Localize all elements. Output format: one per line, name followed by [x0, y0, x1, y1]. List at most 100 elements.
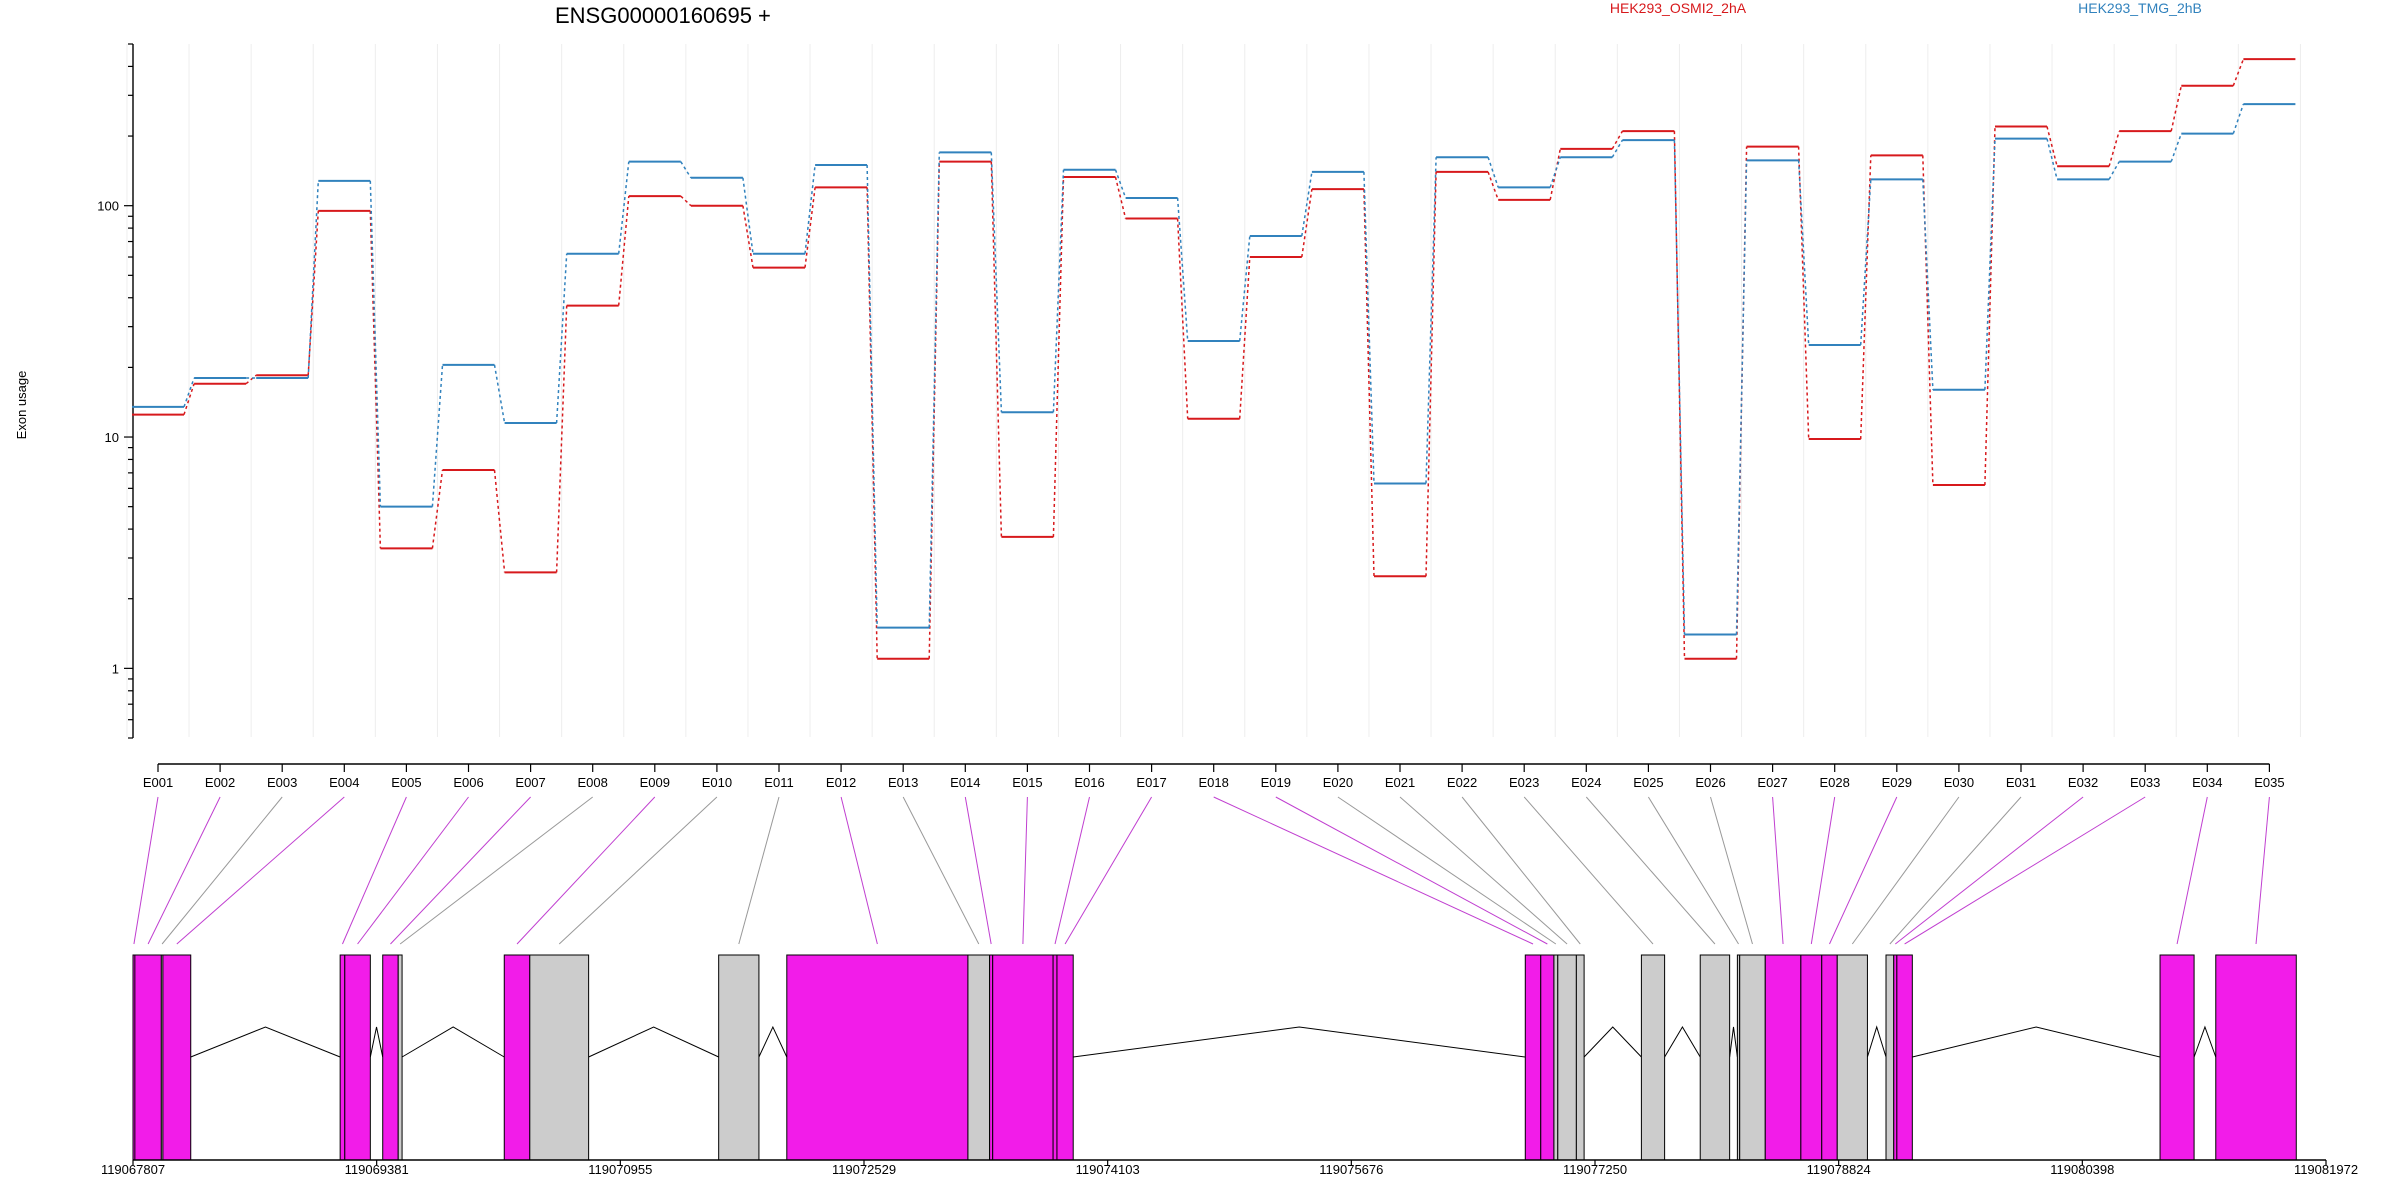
connector-e012 [840, 796, 878, 945]
x-tick-label-e016: E016 [1074, 775, 1104, 790]
x-tick-label-e008: E008 [578, 775, 608, 790]
x-tick-label-e005: E005 [391, 775, 421, 790]
intron [1729, 1026, 1738, 1058]
series-2-transition [1425, 157, 1437, 484]
x-tick-label-e030: E030 [1944, 775, 1974, 790]
x-tick-label-e006: E006 [453, 775, 483, 790]
series-1-transition [990, 161, 1003, 537]
connector-e002 [147, 796, 221, 945]
exon-box-e030 [1836, 954, 1868, 1161]
exon-box-e020 [1553, 954, 1559, 1161]
intron [2193, 1025, 2217, 1058]
exon-box-e010 [529, 954, 590, 1161]
x-tick-label-e028: E028 [1820, 775, 1850, 790]
genomic-tick-label: 119074103 [1076, 1162, 1140, 1177]
exon-box-e011 [718, 954, 760, 1161]
series-1-transition [431, 469, 444, 549]
series-2-transition [1922, 179, 1934, 390]
connector-e009 [516, 796, 656, 945]
connector-e014 [964, 796, 992, 945]
intron [1866, 1025, 1887, 1058]
series-1-transition [742, 205, 754, 268]
connector-e010 [558, 796, 718, 945]
x-tick-label-e007: E007 [515, 775, 545, 790]
x-tick-label-e003: E003 [267, 775, 297, 790]
vertical-grid [126, 44, 2301, 737]
series-2-transition [1735, 160, 1748, 635]
connector-e022 [1461, 796, 1581, 945]
genomic-coordinate-axis: 119067807 119069381 119070955 119072529 1190… [101, 1159, 2358, 1177]
exon-box-e005 [339, 954, 346, 1161]
connector-e019 [1275, 796, 1548, 945]
intron [1073, 1026, 1526, 1058]
exon-box-e016 [1052, 954, 1058, 1161]
series-1-transition [1797, 146, 1810, 440]
exon-box-e024 [1699, 954, 1731, 1161]
y-tick-label: 1 [112, 661, 119, 676]
series-2-transition [1301, 171, 1313, 237]
exon-box-e002 [134, 954, 162, 1161]
series-2-transition [1114, 169, 1127, 199]
x-tick-label-e018: E018 [1199, 775, 1229, 790]
connector-e007 [390, 796, 531, 945]
x-tick-label-e010: E010 [702, 775, 732, 790]
series-1-transition [1052, 177, 1065, 537]
exon-box-e028 [1800, 954, 1823, 1161]
series-2-transition [1797, 160, 1810, 346]
series-2-transition [1052, 169, 1065, 413]
series-1-transition [2232, 58, 2245, 87]
connector-e013 [902, 796, 980, 945]
connector-e011 [738, 796, 780, 945]
exon-box-e012 [786, 954, 969, 1161]
connector-e018 [1213, 796, 1534, 945]
x-tick-label-e025: E025 [1633, 775, 1663, 790]
exon-box-e013 [967, 954, 991, 1161]
genomic-tick-label: 119072529 [832, 1162, 896, 1177]
x-tick-label-e013: E013 [888, 775, 918, 790]
exon-box-e008 [397, 954, 403, 1161]
connector-e008 [399, 796, 594, 945]
genomic-tick-label: 119081972 [2294, 1162, 2358, 1177]
gene-model [132, 954, 2297, 1161]
exon-connectors [133, 796, 2270, 945]
x-tick-label-e020: E020 [1323, 775, 1353, 790]
exon-box-e022 [1575, 954, 1585, 1161]
intron [588, 1026, 719, 1058]
series-1-transition [2170, 85, 2183, 132]
exon-box-e031 [1885, 954, 1895, 1161]
connector-e004 [176, 796, 345, 945]
connector-e033 [1904, 796, 2146, 945]
series-2-transition [1487, 156, 1499, 188]
intron [369, 1026, 384, 1058]
series-2-transition [1549, 156, 1562, 188]
connector-e020 [1337, 796, 1557, 945]
x-tick-label-e004: E004 [329, 775, 359, 790]
connector-e028 [1810, 796, 1836, 945]
legend: HEK293_OSMI2_2hA HEK293_TMG_2hB [1610, 0, 2202, 16]
series-lines [132, 58, 2296, 660]
x-tick-label-e029: E029 [1882, 775, 1912, 790]
series-1-transition [1859, 155, 1872, 440]
connector-e026 [1710, 796, 1753, 945]
exon-box-e034 [2159, 954, 2195, 1161]
exon-box-e021 [1557, 954, 1577, 1161]
connector-e003 [161, 796, 283, 945]
x-tick-label-e024: E024 [1571, 775, 1601, 790]
exon-box-e027 [1764, 954, 1802, 1161]
x-tick-label-e021: E021 [1385, 775, 1415, 790]
series-1-transition [1363, 189, 1375, 577]
connector-e015 [1022, 796, 1028, 945]
series-1-transition [1425, 171, 1437, 577]
exon-box-e004 [162, 954, 192, 1161]
series-2-transition [928, 152, 941, 628]
connector-e001 [133, 796, 159, 945]
exon-box-e017 [1056, 954, 1074, 1161]
connector-e024 [1585, 796, 1716, 945]
exon-box-e006 [344, 954, 371, 1161]
intron [1583, 1026, 1642, 1058]
exon-box-e007 [382, 954, 399, 1161]
series-2-transition [307, 180, 320, 379]
connector-e021 [1399, 796, 1568, 945]
genomic-tick-label: 119078824 [1807, 1162, 1871, 1177]
